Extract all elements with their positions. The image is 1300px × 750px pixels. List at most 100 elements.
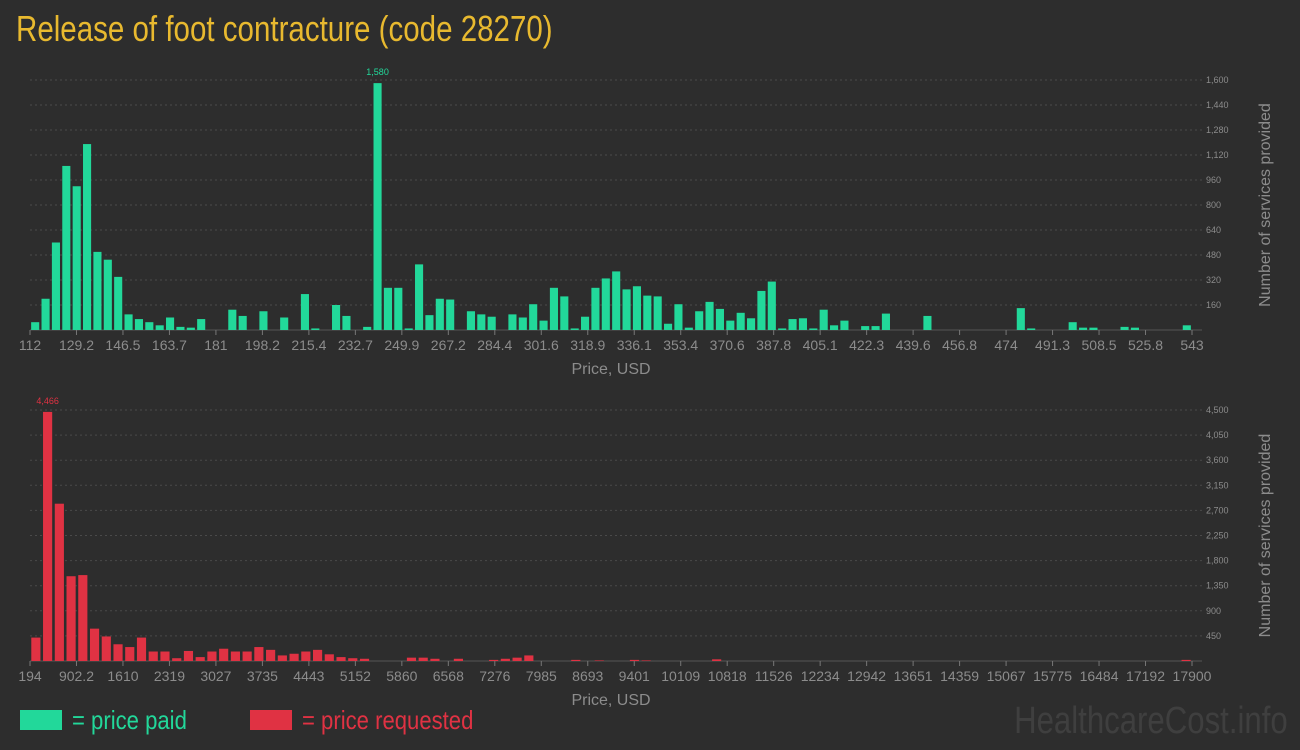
requested-ytick-label: 4,050 xyxy=(1206,430,1229,440)
requested-ytick-label: 2,250 xyxy=(1206,531,1229,541)
requested-xtick-label: 10109 xyxy=(661,668,700,684)
requested-xtick-label: 6568 xyxy=(433,668,464,684)
paid-bar xyxy=(830,325,839,330)
paid-bar xyxy=(809,328,818,330)
paid-bar xyxy=(570,328,579,330)
paid-bar xyxy=(788,319,797,330)
paid-bar xyxy=(280,317,289,330)
paid-xtick-label: 387.8 xyxy=(756,337,791,353)
requested-xtick-label: 1610 xyxy=(107,668,138,684)
paid-xtick-label: 543 xyxy=(1180,337,1204,353)
requested-bar xyxy=(324,654,334,661)
paid-bar xyxy=(767,281,776,330)
requested-bar xyxy=(524,655,534,661)
requested-bar xyxy=(629,659,640,661)
paid-bar xyxy=(1130,327,1139,330)
paid-bar xyxy=(643,295,652,330)
paid-bar xyxy=(435,298,444,330)
paid-xtick-label: 267.2 xyxy=(431,337,466,353)
paid-bar xyxy=(466,311,475,330)
requested-bar xyxy=(230,651,240,661)
requested-bar xyxy=(489,659,499,661)
requested-xtick-label: 194 xyxy=(18,668,42,684)
paid-bar xyxy=(155,325,164,330)
requested-bar xyxy=(266,649,276,661)
paid-xtick-label: 146.5 xyxy=(105,337,140,353)
requested-xtick-label: 12234 xyxy=(801,668,840,684)
paid-xtick-label: 474 xyxy=(994,337,1018,353)
requested-bar xyxy=(31,637,41,661)
paid-ytick-label: 160 xyxy=(1206,300,1221,310)
paid-bar xyxy=(612,271,621,330)
paid-bar xyxy=(539,320,548,330)
requested-xtick-label: 902.2 xyxy=(59,668,94,684)
requested-bar xyxy=(348,658,358,661)
legend-requested-label: = price requested xyxy=(302,704,474,735)
requested-bar xyxy=(301,651,311,661)
paid-bar xyxy=(383,287,392,330)
requested-xtick-label: 9401 xyxy=(619,668,650,684)
paid-bar xyxy=(487,316,496,330)
requested-xtick-label: 12942 xyxy=(847,668,886,684)
legend-paid: = price paid xyxy=(20,702,207,738)
paid-bar xyxy=(664,323,673,330)
requested-bar xyxy=(113,644,123,661)
paid-xtick-label: 112 xyxy=(19,337,42,353)
paid-bar xyxy=(684,327,693,330)
paid-bar xyxy=(300,294,309,330)
requested-xtick-label: 4443 xyxy=(293,668,324,684)
watermark: HealthcareCost.info xyxy=(1014,700,1288,742)
paid-bar xyxy=(332,305,341,330)
paid-bar xyxy=(72,186,81,330)
requested-xtick-label: 5860 xyxy=(386,668,417,684)
paid-bar xyxy=(705,301,714,330)
paid-xtick-label: 163.7 xyxy=(152,337,187,353)
requested-bar xyxy=(78,575,88,661)
paid-xtick-label: 336.1 xyxy=(617,337,652,353)
paid-bar xyxy=(425,315,434,330)
paid-xtick-label: 491.3 xyxy=(1035,337,1070,353)
paid-bar xyxy=(1068,322,1077,330)
paid-xtick-label: 405.1 xyxy=(803,337,838,353)
paid-bar xyxy=(1182,325,1191,330)
requested-bar xyxy=(336,657,346,661)
paid-bar xyxy=(51,242,60,330)
paid-bar xyxy=(1089,327,1098,330)
requested-bar xyxy=(148,651,158,661)
requested-xtick-label: 3027 xyxy=(200,668,231,684)
requested-bar xyxy=(254,647,264,661)
paid-bar xyxy=(114,276,123,330)
paid-bar xyxy=(529,304,538,330)
requested-bar xyxy=(418,657,428,661)
requested-bar xyxy=(512,657,522,661)
requested-xtick-label: 14359 xyxy=(940,668,979,684)
paid-ytick-label: 1,440 xyxy=(1206,100,1229,110)
paid-bar xyxy=(93,251,102,330)
paid-bar xyxy=(1120,326,1129,330)
paid-bar xyxy=(1079,327,1088,330)
paid-bar xyxy=(518,317,527,330)
requested-xtick-label: 11526 xyxy=(755,668,793,684)
requested-bar xyxy=(289,653,299,661)
paid-ytick-label: 1,120 xyxy=(1206,150,1229,160)
requested-bar xyxy=(1181,659,1191,661)
paid-bar xyxy=(238,315,247,330)
requested-xaxis-title: Price, USD xyxy=(571,692,650,709)
paid-xtick-label: 198.2 xyxy=(245,337,280,353)
paid-bar xyxy=(31,322,40,330)
paid-xtick-label: 508.5 xyxy=(1082,337,1117,353)
paid-bar xyxy=(674,304,683,330)
requested-xtick-label: 8693 xyxy=(572,668,603,684)
paid-bar xyxy=(394,287,403,330)
legend-requested: = price requested xyxy=(250,702,504,738)
paid-bar xyxy=(404,328,413,330)
requested-ytick-label: 4,500 xyxy=(1206,405,1229,415)
requested-bar xyxy=(195,657,205,661)
requested-bar xyxy=(453,658,463,661)
paid-bar xyxy=(186,327,195,330)
requested-bar xyxy=(183,650,194,661)
paid-bar xyxy=(757,290,766,330)
paid-bar xyxy=(549,287,558,330)
paid-bar xyxy=(695,311,704,330)
